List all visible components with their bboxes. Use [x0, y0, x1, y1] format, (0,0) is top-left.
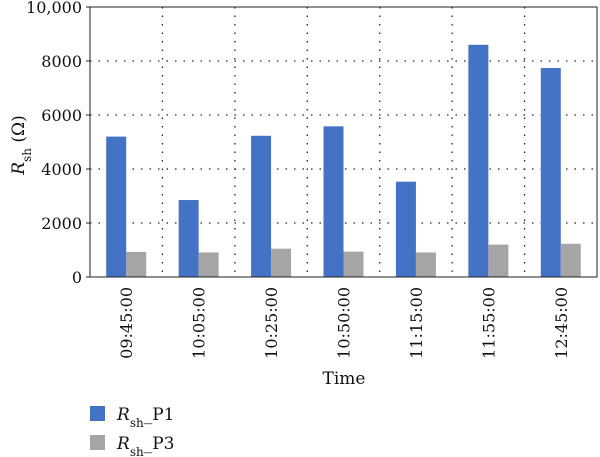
- y-tick-label: 6000: [41, 106, 82, 125]
- bar-p3: [271, 248, 292, 277]
- bar-p1: [251, 135, 272, 277]
- legend: Rsh_P1 Rsh_P3: [90, 405, 174, 457]
- y-axis-title: Rsh (Ω): [9, 115, 34, 175]
- x-axis-ticks: 09:45:00 10:05:00 10:25:00 10:50:00 11:15:00…: [117, 287, 571, 359]
- bar-p1: [106, 136, 127, 277]
- y-tick-label: 8000: [41, 52, 82, 71]
- bar-p3: [126, 251, 147, 277]
- bar-p3: [343, 251, 364, 277]
- bar-p1: [178, 200, 199, 277]
- y-tick-label: 2000: [41, 214, 82, 233]
- bars: [106, 44, 581, 278]
- x-tick-label: 10:50:00: [335, 287, 354, 359]
- bar-p3: [560, 243, 581, 277]
- x-axis-title: Time: [323, 369, 366, 389]
- plot-frame: [89, 6, 598, 278]
- y-tick-label: 4000: [41, 160, 82, 179]
- legend-swatch-p3: [90, 435, 105, 450]
- legend-label-p1: Rsh_P1: [116, 405, 174, 430]
- legend-label-p3: Rsh_P3: [116, 434, 174, 457]
- y-axis-ticks: 0 2000 4000 6000 8000 10,000: [26, 0, 90, 287]
- bar-p3: [198, 252, 219, 277]
- x-tick-label: 09:45:00: [117, 287, 136, 359]
- x-tick-label: 11:15:00: [407, 287, 426, 359]
- bar-p1: [468, 44, 489, 277]
- x-tick-label: 12:45:00: [552, 287, 571, 359]
- x-tick-label: 10:25:00: [262, 287, 281, 359]
- bar-p1: [540, 68, 561, 278]
- y-tick-label: 10,000: [26, 0, 82, 17]
- legend-swatch-p1: [90, 406, 105, 421]
- bar-p1: [395, 181, 416, 277]
- bar-p3: [488, 244, 509, 277]
- bar-p1: [323, 126, 344, 277]
- bar-p3: [415, 252, 436, 277]
- y-tick-label: 0: [72, 268, 82, 287]
- x-tick-label: 10:05:00: [190, 287, 209, 359]
- x-tick-label: 11:55:00: [479, 287, 498, 359]
